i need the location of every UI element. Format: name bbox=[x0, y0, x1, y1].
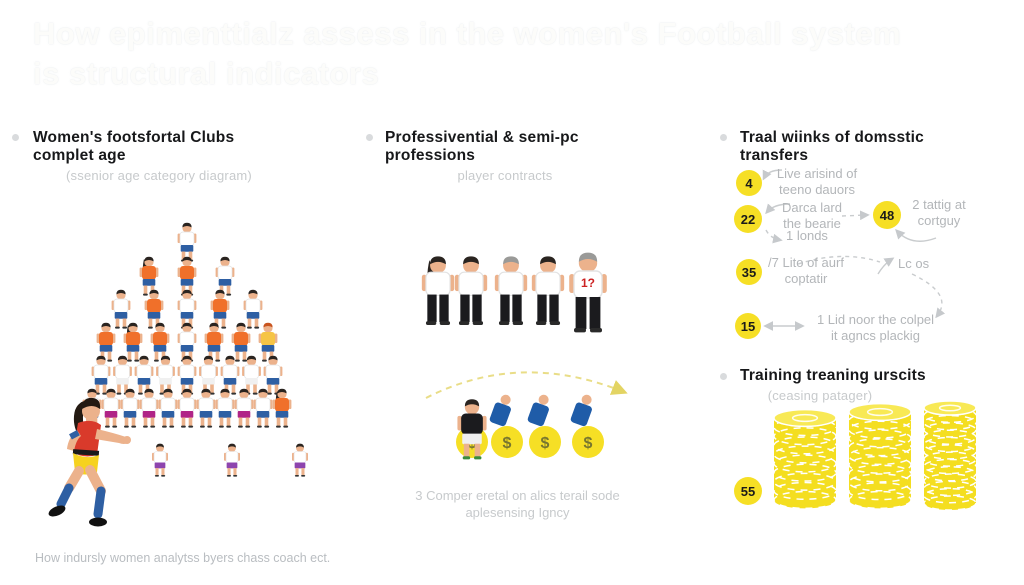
tilted-player-figure bbox=[527, 394, 549, 427]
person-figure bbox=[234, 388, 254, 428]
middle-caption-line2: aplesensing Igncy bbox=[465, 505, 570, 520]
column-left-header: Women's footsfortal Clubs complet age (s… bbox=[33, 129, 285, 183]
person-figure bbox=[177, 322, 197, 362]
coin-stack bbox=[773, 408, 837, 510]
person-figure bbox=[158, 388, 178, 428]
svg-text:$: $ bbox=[584, 435, 593, 452]
person-figure bbox=[196, 388, 216, 428]
transfer-count-badge: 22 bbox=[734, 205, 762, 233]
person-figure bbox=[258, 322, 278, 362]
person-figure bbox=[177, 388, 197, 428]
person-figure bbox=[243, 289, 263, 329]
transfer-count-badge: 15 bbox=[735, 313, 761, 339]
player-contracts-graphic: $1? $ $ $ bbox=[421, 252, 607, 460]
person-figure bbox=[101, 388, 121, 428]
transfer-label: 1 Lid noor the colpel it agncs plackig bbox=[816, 312, 935, 343]
person-figure bbox=[123, 322, 143, 362]
transfer-count-badge: 48 bbox=[873, 201, 901, 229]
person-figure bbox=[177, 355, 197, 395]
person-figure bbox=[199, 355, 218, 395]
bullet-icon bbox=[12, 134, 19, 141]
person-figure bbox=[91, 355, 111, 395]
person-figure bbox=[215, 256, 235, 296]
svg-text:$: $ bbox=[541, 435, 550, 452]
person-figure bbox=[224, 443, 240, 477]
person-figure: 1? bbox=[569, 252, 607, 333]
svg-text:$: $ bbox=[503, 435, 512, 452]
person-figure bbox=[253, 388, 273, 428]
training-subheading: (ceasing patager) bbox=[767, 388, 873, 403]
transfer-label: /7 Lito of aurf coptatir bbox=[768, 255, 844, 286]
column-right-heading: Traal wiinks of domsstic transfers bbox=[740, 129, 924, 164]
coin-stack bbox=[848, 402, 912, 510]
page-title-line2: is structural indicators bbox=[33, 56, 380, 91]
person-figure bbox=[204, 322, 224, 362]
transfer-arc-arrow bbox=[425, 371, 628, 399]
person-figure bbox=[421, 256, 455, 326]
players-pyramid-graphic bbox=[82, 222, 308, 477]
page-title-line1: How epimenttialz assess in the women's F… bbox=[33, 16, 902, 51]
person-figure bbox=[231, 322, 251, 362]
transfer-count-badge: 4 bbox=[736, 170, 762, 196]
column-middle-header: Professivential & semi-pc professions pl… bbox=[385, 129, 625, 183]
person-figure bbox=[177, 222, 197, 262]
tilted-player-figure bbox=[489, 394, 511, 427]
column-left-subheading: (ssenior age category diagram) bbox=[66, 168, 252, 183]
dollar-coin: $ bbox=[491, 426, 523, 458]
dollar-coin: $ bbox=[529, 426, 561, 458]
page-title: How epimenttialz assess in the women's F… bbox=[33, 14, 901, 94]
training-heading: Training treaning urscits bbox=[740, 367, 926, 384]
transfer-arrows-graphic bbox=[762, 169, 946, 331]
bullet-icon bbox=[720, 134, 727, 141]
dollar-coin: $ bbox=[572, 426, 604, 458]
training-units-badge: 55 bbox=[734, 477, 762, 505]
column-middle-subheading: player contracts bbox=[457, 168, 553, 183]
person-figure bbox=[139, 256, 159, 296]
transfer-extra-label: 1 londs bbox=[786, 228, 828, 243]
person-figure bbox=[150, 322, 170, 362]
person-figure bbox=[292, 443, 308, 477]
person-figure bbox=[531, 256, 565, 326]
person-figure bbox=[156, 355, 175, 395]
person-figure bbox=[215, 388, 235, 428]
transfer-extra-label: Lc os bbox=[898, 256, 930, 271]
person-figure bbox=[177, 289, 197, 329]
person-figure bbox=[220, 355, 240, 395]
person-figure bbox=[152, 443, 168, 477]
running-woman-figure bbox=[48, 397, 131, 527]
person-figure bbox=[96, 322, 116, 362]
footer-caption: How indursly women analytss byers chass … bbox=[35, 551, 331, 565]
column-right-header: Traal wiinks of domsstic transfers bbox=[740, 129, 980, 165]
bullet-icon bbox=[366, 134, 373, 141]
tilted-player-figure bbox=[570, 394, 592, 427]
person-figure bbox=[134, 355, 154, 395]
bullet-icon bbox=[720, 373, 727, 380]
middle-caption: 3 Comper eretal on alics terail sode apl… bbox=[385, 487, 650, 521]
person-figure bbox=[263, 355, 283, 395]
person-figure bbox=[210, 289, 230, 329]
column-left-heading: Women's footsfortal Clubs complet age bbox=[33, 129, 235, 164]
transfer-label: Darca lard the bearie bbox=[782, 200, 842, 231]
person-figure bbox=[139, 388, 159, 428]
person-figure bbox=[454, 256, 488, 326]
column-middle-heading: Professivential & semi-pc professions bbox=[385, 129, 579, 164]
svg-text:1?: 1? bbox=[581, 276, 595, 290]
person-figure bbox=[144, 289, 164, 329]
transfer-label: Live arisind of teeno dauors bbox=[776, 166, 858, 197]
transfer-count-badge: 35 bbox=[736, 259, 762, 285]
person-figure bbox=[113, 355, 132, 395]
middle-caption-line1: 3 Comper eretal on alics terail sode bbox=[415, 488, 620, 503]
coin-stacks-graphic bbox=[773, 400, 977, 511]
person-figure bbox=[111, 289, 131, 329]
person-figure bbox=[242, 355, 261, 395]
person-figure bbox=[494, 256, 528, 326]
coin-stack bbox=[923, 400, 977, 511]
transfer-label: 2 tattig at cortguy bbox=[912, 197, 966, 228]
training-header: Training treaning urscits (ceasing patag… bbox=[740, 367, 940, 403]
person-figure bbox=[457, 399, 487, 460]
person-figure bbox=[177, 256, 197, 296]
person-figure bbox=[272, 388, 292, 428]
person-figure bbox=[120, 388, 140, 428]
